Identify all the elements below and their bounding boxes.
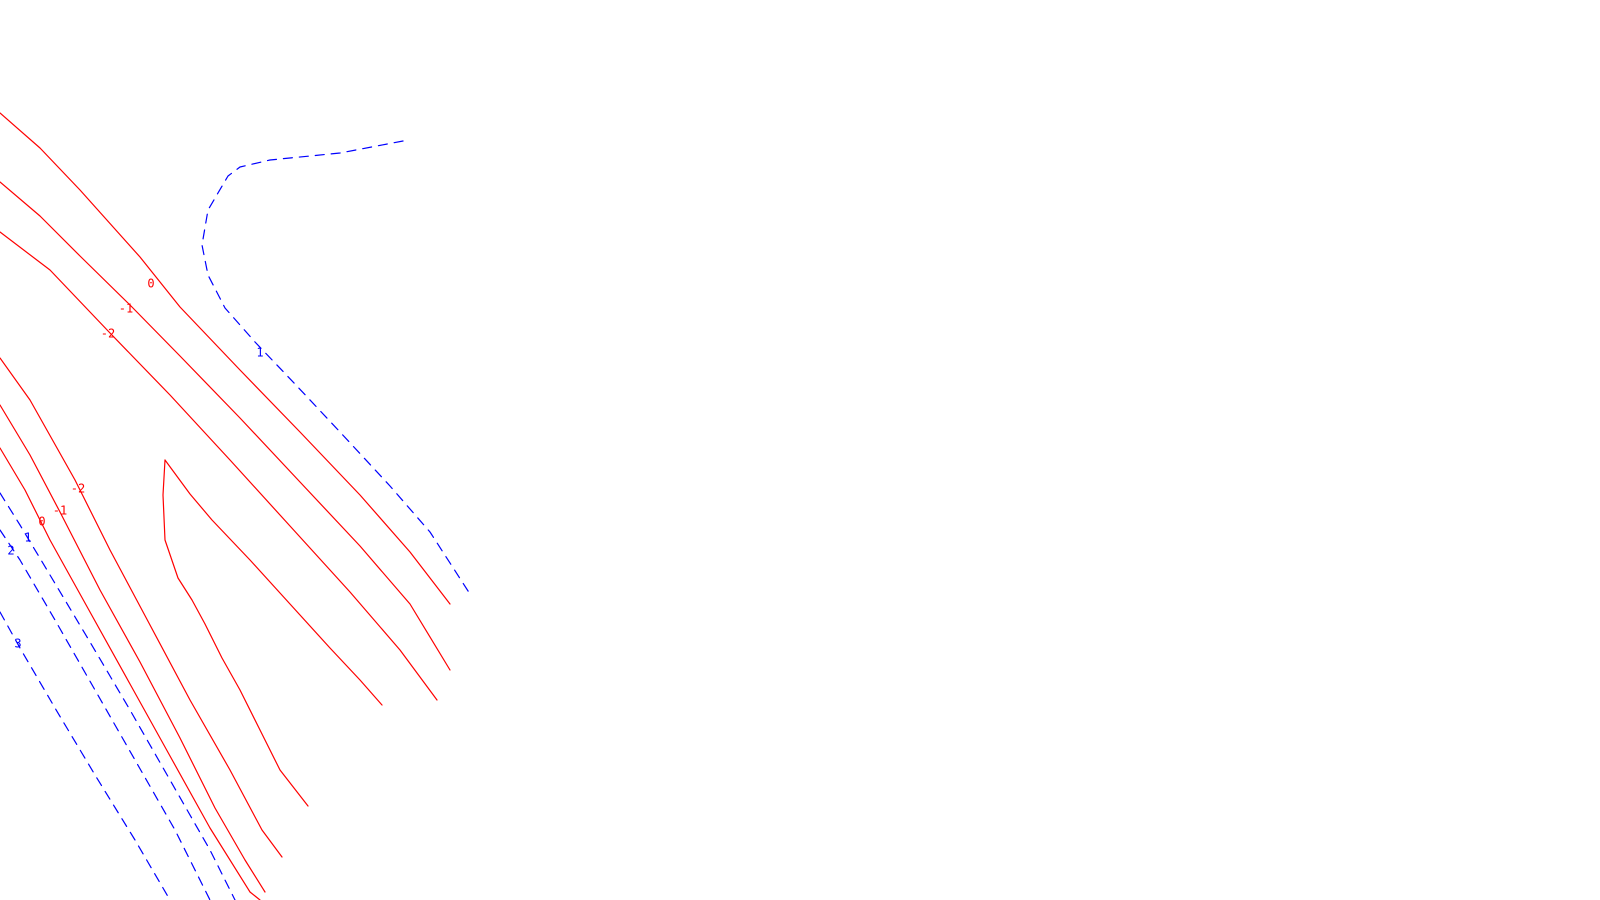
contour-line-upper-0 [0,112,451,605]
contour-line-upper-minus2 [0,231,438,701]
contour-label-lower-minus2: -2 [71,482,85,496]
contour-label-upper-1: 1 [256,346,263,360]
contour-label-upper-minus2: -2 [101,327,115,341]
contour-line-lower-minus1 [0,404,266,893]
contour-line-lower-minus2 [0,357,283,858]
contour-line-upper-minus1 [0,181,451,671]
contour-label-lower-2: 2 [7,544,14,558]
contour-label-lower-minus1: -1 [53,504,67,518]
contour-line-upper-1 [201,140,471,595]
contour-line-lower-3 [0,611,171,900]
contour-line-inner-lobe [162,459,309,807]
contour-line-inner-lobe-edge [164,459,383,706]
contour-label-upper-0: 0 [147,277,154,291]
contour-line-lower-1 [0,492,236,900]
contour-line-lower-0 [0,447,261,900]
contour-line-lower-2 [0,529,211,900]
contour-label-upper-minus1: -1 [119,302,133,316]
contour-label-lower-1: 1 [24,531,31,545]
contour-label-lower-3: 3 [14,637,21,651]
contour-label-lower-0: 0 [38,515,45,529]
